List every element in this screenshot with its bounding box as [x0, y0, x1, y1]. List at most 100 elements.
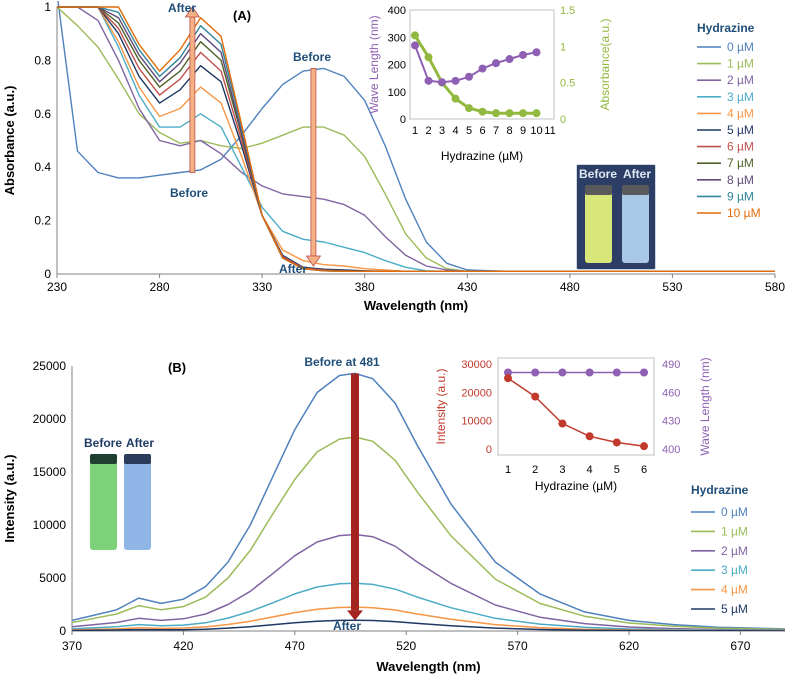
- series-line-b-5: [72, 619, 785, 631]
- legend-entry-a: 5 µM: [727, 123, 754, 137]
- inset-b-xlabel: Hydrazine (µM): [535, 479, 617, 493]
- y-tick-label-b: 15000: [33, 465, 67, 479]
- y-tick-label-a: 0.2: [34, 214, 51, 228]
- annotation-after-top: After: [168, 1, 196, 15]
- inset-a-wavelength-point: [411, 41, 419, 50]
- series-line-b-2: [72, 533, 785, 631]
- x-tick-label-a: 380: [355, 280, 375, 294]
- x-axis-title-a: Wavelength (nm): [364, 298, 468, 313]
- annotation-before-bottom: Before: [170, 186, 208, 200]
- legend-entry-a: 3 µM: [727, 90, 754, 104]
- x-tick-label-b: 420: [173, 639, 193, 653]
- inset-b-x-tick: 1: [505, 464, 511, 476]
- x-tick-label-a: 330: [252, 280, 272, 294]
- inset-a-x-tick: 3: [439, 125, 445, 137]
- x-tick-label-a: 530: [662, 280, 682, 294]
- inset-b-frame: [497, 357, 655, 456]
- inset-a-wavelength-point: [438, 78, 446, 87]
- panel-label-a: (A): [233, 8, 251, 23]
- legend-entry-a: 9 µM: [727, 189, 754, 203]
- cuvette-after: [124, 456, 151, 550]
- y-tick-label-a: 0.8: [34, 53, 51, 67]
- inset-b-wavelength-point: [640, 368, 648, 377]
- series-line-b-0: [72, 372, 785, 630]
- series-group-b: [72, 372, 785, 631]
- inset-b-x-tick: 5: [614, 464, 620, 476]
- inset-b-wavelength-point: [531, 368, 540, 377]
- legend-entry-a: 0 µM: [727, 40, 754, 54]
- inset-a-wavelength-point: [492, 59, 500, 68]
- x-tick-label-a: 580: [765, 280, 785, 294]
- y-tick-label-a: 0.4: [34, 160, 51, 174]
- cuvette-cap: [585, 185, 612, 195]
- inset-a-absorbance-line: [413, 34, 537, 115]
- y-tick-label-a: 1: [44, 0, 51, 14]
- annotation-after-right: After: [279, 262, 307, 276]
- inset-a-absorbance-point: [492, 109, 500, 118]
- inset-a-absorbance-point: [478, 107, 487, 116]
- x-tick-label-b: 370: [62, 639, 82, 653]
- inset-a-x-tick: 1: [412, 125, 418, 137]
- photo-b-before-label: Before: [84, 436, 123, 450]
- panel-label-b: (B): [168, 360, 186, 375]
- legend-entry-a: 6 µM: [727, 140, 754, 154]
- inset-a-absorbance-point: [465, 104, 473, 113]
- series-line-b-1: [72, 436, 785, 631]
- y-tick-label-b: 10000: [33, 518, 67, 532]
- inset-b-y2label: Wave Length (nm): [698, 357, 712, 455]
- inset-b-y2-tick: 400: [662, 444, 680, 456]
- inset-b-y2-tick: 430: [662, 416, 680, 428]
- cuvette-cap: [90, 454, 117, 464]
- photo-a-before-label: Before: [579, 167, 618, 181]
- arrow-b-shaft: [350, 373, 359, 611]
- inset-a-y1-tick: 200: [388, 60, 406, 72]
- inset-a-wavelength-point: [424, 76, 433, 85]
- legend-entry-b: 5 µM: [721, 602, 748, 616]
- inset-b-intensity-point: [558, 419, 567, 428]
- arrow-a2-shaft: [310, 68, 317, 257]
- cuvette-photo-a: Before After: [576, 164, 656, 270]
- inset-a-y2-tick: 0: [560, 114, 566, 126]
- inset-b-intensity-point: [531, 392, 540, 401]
- legend-entry-b: 0 µM: [721, 505, 748, 519]
- inset-b-intensity-point: [585, 432, 594, 441]
- x-tick-label-b: 470: [285, 639, 305, 653]
- y-tick-label-b: 25000: [33, 359, 67, 373]
- x-tick-label-b: 620: [619, 639, 639, 653]
- x-tick-label-a: 430: [457, 280, 477, 294]
- inset-a-x-tick: 2: [425, 125, 431, 137]
- x-axis-title-b: Wavelength (nm): [376, 659, 480, 674]
- inset-a-absorbance-point: [411, 31, 419, 40]
- cuvette-cap: [124, 454, 151, 464]
- inset-b-x-tick: 2: [532, 464, 538, 476]
- legend-entry-a: 8 µM: [727, 173, 754, 187]
- inset-a-x-tick: 7: [493, 125, 499, 137]
- series-line-a-0: [57, 1, 775, 272]
- inset-b-intensity-point: [640, 442, 648, 451]
- inset-a-y2-tick: 1.5: [560, 5, 575, 17]
- inset-a-x-tick: 8: [506, 125, 512, 137]
- inset-a-x-tick: 11: [544, 125, 555, 137]
- inset-b-y2-tick: 490: [662, 359, 680, 371]
- inset-a-wavelength-point: [478, 64, 487, 73]
- inset-a-wavelength-line: [414, 45, 537, 84]
- inset-b-y1-tick: 30000: [461, 359, 492, 371]
- y-tick-label-b: 20000: [33, 412, 67, 426]
- inset-b-x-tick: 4: [587, 464, 593, 476]
- legend-entry-b: 1 µM: [721, 524, 748, 538]
- legend-entry-a: 7 µM: [727, 156, 754, 170]
- legend-entry-a: 4 µM: [727, 106, 754, 120]
- inset-b-x-tick: 3: [559, 464, 565, 476]
- y-tick-label-a: 0.6: [34, 107, 51, 121]
- cuvette-cap: [622, 185, 649, 195]
- annotation-before-at-481: Before at 481: [304, 355, 380, 369]
- inset-b-y2-tick: 460: [662, 387, 680, 399]
- inset-a-y1-tick: 300: [388, 32, 406, 44]
- y-axis-title-a: Absorbance (a.u.): [2, 86, 17, 196]
- inset-a-x-tick: 6: [479, 125, 485, 137]
- legend-entry-a: 10 µM: [727, 206, 761, 220]
- inset-a-y1-tick: 100: [388, 87, 406, 99]
- inset-a-absorbance-point: [519, 109, 527, 118]
- inset-a-absorbance-point: [451, 94, 460, 103]
